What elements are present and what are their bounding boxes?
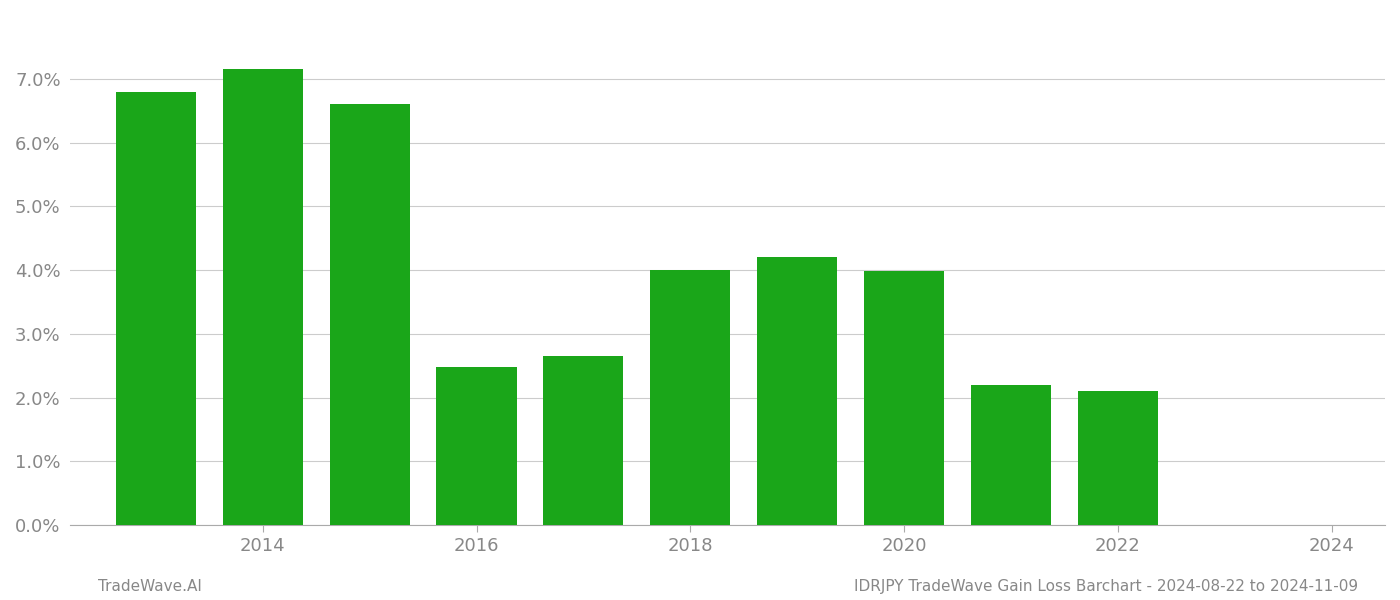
Bar <box>650 270 731 525</box>
Bar <box>329 104 410 525</box>
Bar <box>437 367 517 525</box>
Bar <box>757 257 837 525</box>
Bar <box>116 92 196 525</box>
Bar <box>1078 391 1158 525</box>
Bar <box>970 385 1051 525</box>
Bar <box>543 356 623 525</box>
Bar <box>864 271 944 525</box>
Text: TradeWave.AI: TradeWave.AI <box>98 579 202 594</box>
Bar <box>223 69 302 525</box>
Text: IDRJPY TradeWave Gain Loss Barchart - 2024-08-22 to 2024-11-09: IDRJPY TradeWave Gain Loss Barchart - 20… <box>854 579 1358 594</box>
